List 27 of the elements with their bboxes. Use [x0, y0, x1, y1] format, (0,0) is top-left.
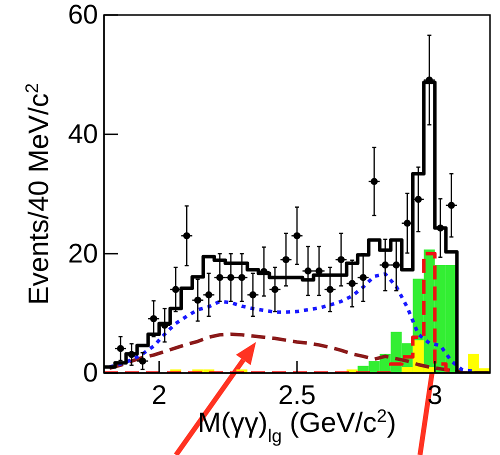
y-tick-label: 0 — [82, 358, 98, 388]
point — [282, 256, 290, 264]
point — [249, 291, 256, 298]
point — [348, 280, 356, 288]
point — [338, 256, 345, 264]
point — [271, 286, 279, 294]
point — [161, 322, 168, 329]
point — [150, 315, 158, 322]
y-tick-label: 20 — [68, 238, 98, 268]
point — [360, 274, 367, 282]
point — [205, 291, 212, 298]
point — [448, 202, 455, 209]
point — [293, 232, 301, 240]
point — [414, 196, 422, 203]
point — [172, 286, 180, 294]
point — [326, 286, 334, 294]
point — [139, 358, 146, 365]
x-tick-label: 2 — [152, 380, 167, 410]
point — [436, 224, 444, 232]
point — [194, 296, 202, 304]
point — [116, 344, 124, 352]
point — [404, 220, 411, 227]
y-tick-label: 60 — [68, 0, 98, 30]
point — [183, 232, 190, 240]
point — [370, 178, 378, 186]
y-tick-label: 40 — [68, 118, 98, 149]
point — [128, 350, 136, 358]
